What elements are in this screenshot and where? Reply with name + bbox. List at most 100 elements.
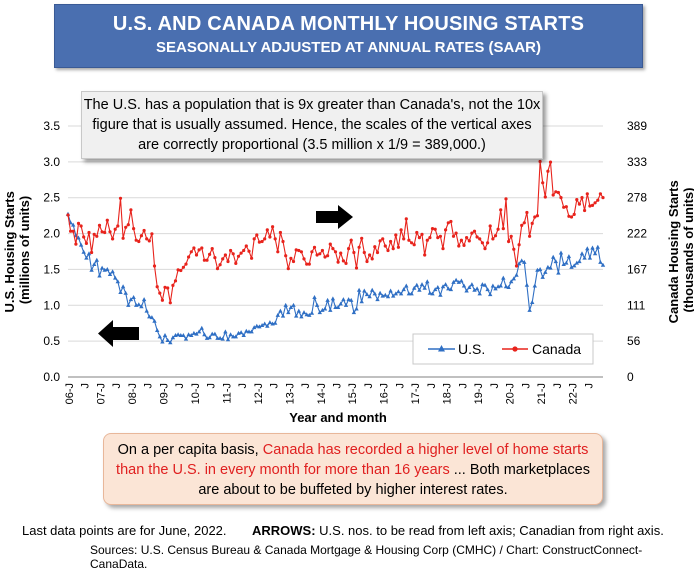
canada-point	[457, 244, 461, 248]
canada-point	[121, 236, 125, 240]
canada-point	[399, 228, 403, 232]
canada-point	[132, 227, 136, 231]
canada-point	[108, 230, 112, 234]
canada-point	[105, 218, 109, 222]
series-canada	[66, 159, 605, 305]
canada-point	[305, 262, 309, 266]
us-point	[430, 291, 435, 296]
canada-point	[129, 208, 133, 212]
x-tick-label: 22-J	[568, 383, 580, 404]
us-point	[97, 273, 102, 278]
us-point	[388, 288, 393, 293]
us-point	[275, 312, 280, 317]
sources-note: Sources: U.S. Census Bureau & Canada Mor…	[90, 543, 643, 571]
canada-point	[404, 217, 408, 221]
canada-point	[184, 262, 188, 266]
canada-point	[509, 234, 513, 238]
canada-point	[368, 253, 372, 257]
us-point	[335, 305, 341, 309]
us-point	[309, 310, 315, 315]
us-point	[314, 302, 320, 307]
us-point	[99, 265, 105, 270]
canada-point	[465, 236, 469, 240]
canada-point	[386, 248, 390, 253]
canada-point	[126, 223, 130, 227]
us-point	[259, 323, 265, 327]
canada-point	[394, 233, 398, 237]
canada-point	[208, 252, 212, 256]
canada-point	[197, 248, 201, 252]
canada-point	[478, 237, 482, 241]
us-point	[398, 291, 404, 296]
us-point	[278, 308, 283, 313]
us-point	[217, 335, 223, 340]
right-tick-label: 222	[627, 227, 647, 241]
us-point	[572, 263, 577, 268]
chart-header: U.S. AND CANADA MONTHLY HOUSING STARTS S…	[54, 4, 643, 68]
us-point	[485, 287, 490, 292]
canada-point	[496, 227, 500, 231]
x-tick-label: 07-J	[95, 383, 107, 404]
canada-point	[286, 267, 290, 271]
canada-point	[318, 252, 322, 256]
x-tick-label: 21-J	[536, 383, 548, 404]
canada-point	[215, 267, 220, 271]
left-tick-label: 3.0	[43, 155, 60, 169]
canada-point	[480, 241, 484, 245]
x-tick-label: 20-J	[505, 383, 517, 404]
canada-point	[116, 224, 120, 228]
us-point	[113, 275, 118, 280]
canada-point	[294, 248, 298, 252]
canada-point	[428, 236, 432, 240]
us-point	[551, 254, 556, 259]
us-point	[141, 297, 147, 302]
canada-point	[181, 265, 185, 269]
us-point	[592, 251, 598, 256]
canada-point	[231, 252, 235, 256]
x-tick-label: J	[552, 383, 564, 389]
us-point	[569, 264, 574, 269]
canada-point	[247, 249, 251, 253]
canada-point	[326, 254, 330, 258]
canada-point	[541, 181, 545, 185]
housing-starts-chart: 0.0 0.5 1.0 1.5 2.0 2.5 3.0 3.5 0 56 111 167 222 278…	[2, 119, 694, 425]
canada-point	[221, 257, 225, 261]
canada-point	[470, 231, 474, 235]
us-point	[467, 285, 472, 289]
us-point	[262, 321, 267, 326]
canada-point	[202, 258, 206, 262]
us-point	[561, 262, 566, 266]
canada-point	[331, 247, 335, 251]
us-point	[362, 288, 367, 293]
us-point	[375, 297, 380, 302]
us-point	[451, 279, 456, 284]
canada-point	[124, 225, 128, 229]
right-tick-label: 333	[627, 155, 647, 169]
us-point	[296, 308, 301, 313]
us-point	[225, 337, 231, 342]
canada-point	[260, 239, 264, 244]
us-point	[459, 278, 464, 283]
us-point	[490, 283, 496, 288]
canada-point	[289, 256, 293, 260]
us-point	[577, 259, 582, 264]
canada-point	[528, 234, 532, 238]
canada-point	[446, 221, 450, 225]
canada-point	[389, 239, 393, 244]
us-point	[94, 257, 99, 262]
canada-point	[255, 233, 259, 237]
us-point	[383, 292, 388, 297]
canada-point	[575, 198, 579, 202]
canada-point	[84, 241, 88, 245]
canada-point	[438, 234, 442, 238]
us-point	[312, 295, 317, 299]
x-tick-label: J	[80, 383, 92, 389]
us-point	[322, 306, 328, 311]
us-point	[501, 275, 506, 280]
canada-point	[299, 250, 303, 254]
canada-point	[281, 239, 285, 244]
us-point	[453, 277, 459, 282]
us-point	[267, 320, 273, 325]
canada-point	[137, 239, 141, 244]
us-point	[249, 329, 254, 334]
